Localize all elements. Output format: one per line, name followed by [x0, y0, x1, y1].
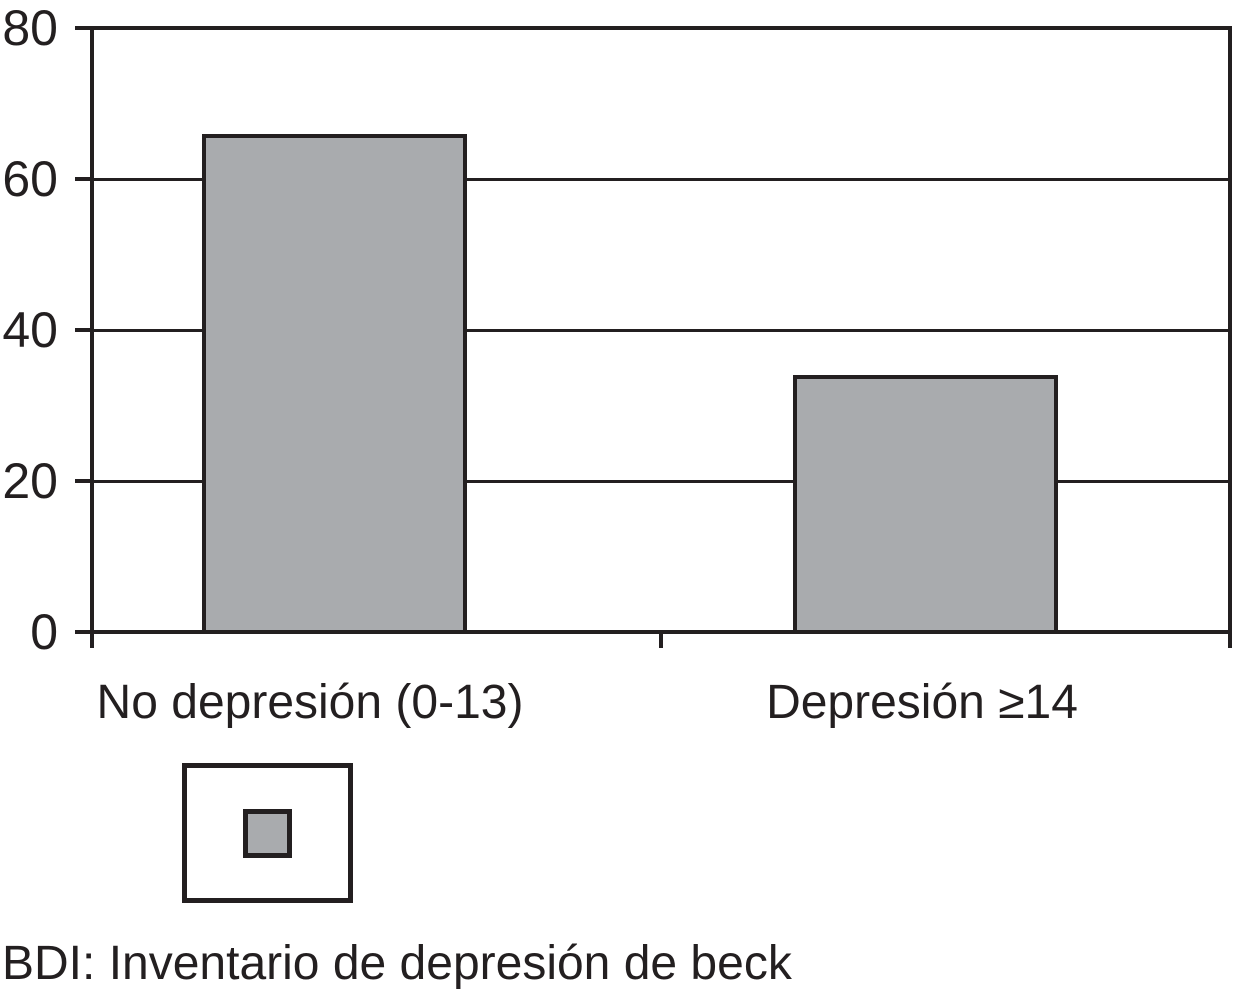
gridline-y-60	[94, 177, 1228, 181]
legend-swatch	[243, 808, 292, 858]
y-tick-label-60: 60	[2, 151, 58, 207]
y-tick-40	[75, 328, 92, 332]
y-tick-60	[75, 177, 92, 181]
x-category-label-0: No depresión (0-13)	[96, 676, 524, 729]
y-tick-label-20: 20	[2, 453, 58, 509]
y-tick-80	[75, 26, 92, 30]
x-tick-2	[1228, 630, 1232, 648]
y-tick-0	[75, 630, 92, 634]
plot-area	[90, 26, 1232, 634]
y-tick-label-40: 40	[2, 302, 58, 358]
figure-caption: BDI: Inventario de depresión de beck	[2, 937, 792, 990]
y-tick-20	[75, 479, 92, 483]
bar-0	[202, 134, 467, 630]
x-tick-0	[90, 630, 94, 648]
y-tick-label-80: 80	[2, 0, 58, 56]
x-category-label-1: Depresión ≥14	[766, 676, 1078, 729]
y-tick-label-0: 0	[30, 604, 58, 660]
gridline-y-40	[94, 328, 1228, 332]
legend-box	[182, 763, 353, 903]
bar-1	[793, 375, 1058, 630]
gridline-y-20	[94, 479, 1228, 483]
x-tick-1	[659, 630, 663, 648]
